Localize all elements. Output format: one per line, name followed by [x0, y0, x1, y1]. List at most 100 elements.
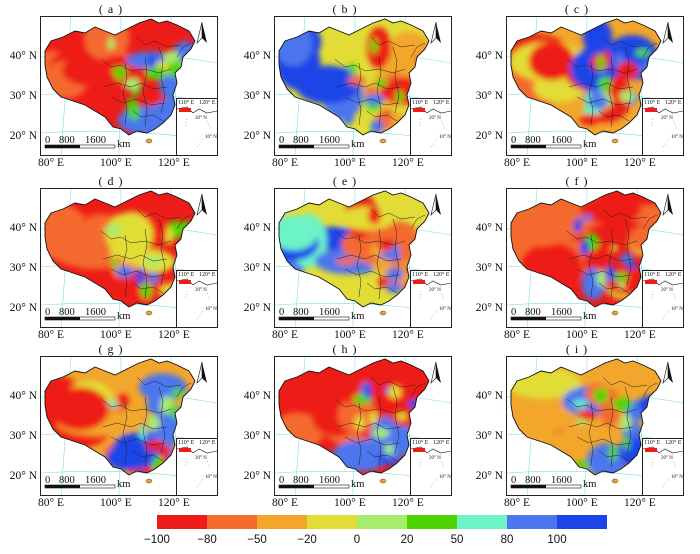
inset-label-lon_left: 110° E: [178, 100, 195, 106]
map-panel-0: ( a ) 0 800 1600 km 110° E 120° E 20° N 10° N 4…: [0, 2, 222, 174]
inset-label-lon_right: 120° E: [665, 440, 682, 446]
lon-label: 100° E: [566, 157, 598, 169]
scale-label-zero: 0: [279, 135, 285, 146]
province-boundaries: [334, 36, 426, 128]
china-outline: [510, 18, 662, 136]
inset-label-lat_bottom: 10° N: [439, 307, 451, 312]
scale-label-zero: 0: [511, 135, 517, 146]
province-boundaries: [334, 376, 426, 468]
china-outline: [44, 190, 196, 308]
north-arrow-icon: [661, 21, 675, 45]
map-frame: 0 800 1600 km 110° E 120° E 20° N 10° N: [40, 16, 218, 156]
lon-label: 120° E: [624, 329, 656, 341]
inset-label-lon_left: 110° E: [412, 440, 429, 446]
legend-swatch-8: [557, 515, 607, 529]
scale-label-zero: 0: [279, 475, 285, 486]
map-panel-7: ( h ) 0 800 1600 km 110° E 120° E 20° N 10° N 4…: [234, 342, 456, 514]
legend-swatch-3: [307, 515, 357, 529]
legend-swatch-4: [357, 515, 407, 529]
lon-label: 120° E: [158, 329, 190, 341]
panel-label: ( d ): [98, 174, 124, 188]
inset-label-lat_bottom: 10° N: [671, 307, 683, 312]
hainan-island: [145, 138, 153, 144]
province-boundaries: [566, 36, 658, 128]
legend-swatch-0: [157, 515, 207, 529]
province-boundaries: [100, 376, 192, 468]
scale-bar: [44, 144, 116, 149]
map-panel-1: ( b ) 0 800 1600 km 110° E 120° E 20° N 10° N 4…: [234, 2, 456, 174]
lat-label: 40° N: [243, 50, 271, 62]
inset-label-lon_right: 120° E: [199, 440, 216, 446]
inset-label-lon_left: 110° E: [412, 100, 429, 106]
scale-bar: [510, 484, 582, 489]
inset-label-lon_right: 120° E: [433, 440, 450, 446]
lon-label: 100° E: [100, 329, 132, 341]
lon-label: 80° E: [504, 497, 530, 509]
inset-label-lon_left: 110° E: [178, 272, 195, 278]
south-china-sea-inset: 110° E 120° E 20° N 10° N: [410, 438, 451, 495]
panel-label: ( e ): [332, 174, 358, 188]
province-boundaries: [334, 208, 426, 300]
legend-swatch-2: [257, 515, 307, 529]
lat-label: 40° N: [9, 222, 37, 234]
lat-label: 40° N: [9, 390, 37, 402]
inset-label-lon_left: 110° E: [644, 440, 661, 446]
lon-label: 120° E: [392, 157, 424, 169]
scale-label-zero: 0: [45, 307, 51, 318]
china-map: [507, 189, 683, 327]
legend-tick-label: 0: [353, 534, 361, 546]
map-panel-6: ( g ) 0 800 1600 km 110° E 120° E 20° N 10° N 4…: [0, 342, 222, 514]
lat-label: 20° N: [9, 302, 37, 314]
north-arrow-icon: [195, 193, 209, 217]
scale-bar: [278, 484, 350, 489]
scale-label-mid: 800: [525, 475, 541, 486]
lat-label: 20° N: [9, 470, 37, 482]
province-boundaries: [100, 36, 192, 128]
province-boundaries: [100, 208, 192, 300]
south-china-sea-inset: 110° E 120° E 20° N 10° N: [410, 98, 451, 155]
china-map: [275, 357, 451, 495]
legend-tick-label: −50: [247, 534, 267, 546]
lat-label: 30° N: [243, 430, 271, 442]
lon-label: 80° E: [272, 497, 298, 509]
province-boundaries: [566, 376, 658, 468]
north-arrow-icon: [661, 361, 675, 385]
scale-label-mid: 800: [59, 475, 75, 486]
inset-label-lat_bottom: 10° N: [671, 475, 683, 480]
inset-label-lat_top: 20° N: [195, 288, 207, 293]
china-map: [41, 17, 217, 155]
lat-label: 20° N: [243, 130, 271, 142]
scale-label-unit: km: [117, 139, 131, 150]
china-outline: [278, 358, 430, 476]
lat-label: 40° N: [475, 50, 503, 62]
lat-label: 30° N: [475, 430, 503, 442]
scale-label-end: 1600: [85, 135, 106, 146]
inset-label-lat_bottom: 10° N: [205, 307, 217, 312]
lon-label: 80° E: [38, 497, 64, 509]
scale-label-mid: 800: [293, 135, 309, 146]
china-outline: [510, 190, 662, 308]
scale-label-mid: 800: [293, 307, 309, 318]
map-frame: 0 800 1600 km 110° E 120° E 20° N 10° N: [274, 188, 452, 328]
panel-label: ( a ): [98, 2, 124, 16]
scale-label-mid: 800: [59, 135, 75, 146]
china-outline: [278, 190, 430, 308]
scale-label-unit: km: [351, 311, 365, 322]
scale-label-zero: 0: [511, 475, 517, 486]
scale-label-end: 1600: [551, 307, 572, 318]
north-arrow-icon: [429, 21, 443, 45]
map-frame: 0 800 1600 km 110° E 120° E 20° N 10° N: [274, 356, 452, 496]
inset-label-lat_bottom: 10° N: [671, 135, 683, 140]
china-map: [41, 357, 217, 495]
scale-label-end: 1600: [319, 475, 340, 486]
map-frame: 0 800 1600 km 110° E 120° E 20° N 10° N: [506, 356, 684, 496]
lat-label: 30° N: [9, 90, 37, 102]
scale-label-end: 1600: [85, 475, 106, 486]
legend-tick-label: −20: [297, 534, 317, 546]
south-china-sea-inset: 110° E 120° E 20° N 10° N: [642, 270, 683, 327]
legend-swatch-6: [457, 515, 507, 529]
lat-label: 30° N: [9, 430, 37, 442]
map-panel-4: ( e ) 0 800 1600 km 110° E 120° E 20° N 10° N 4…: [234, 174, 456, 346]
lon-label: 120° E: [624, 497, 656, 509]
lat-label: 30° N: [243, 90, 271, 102]
